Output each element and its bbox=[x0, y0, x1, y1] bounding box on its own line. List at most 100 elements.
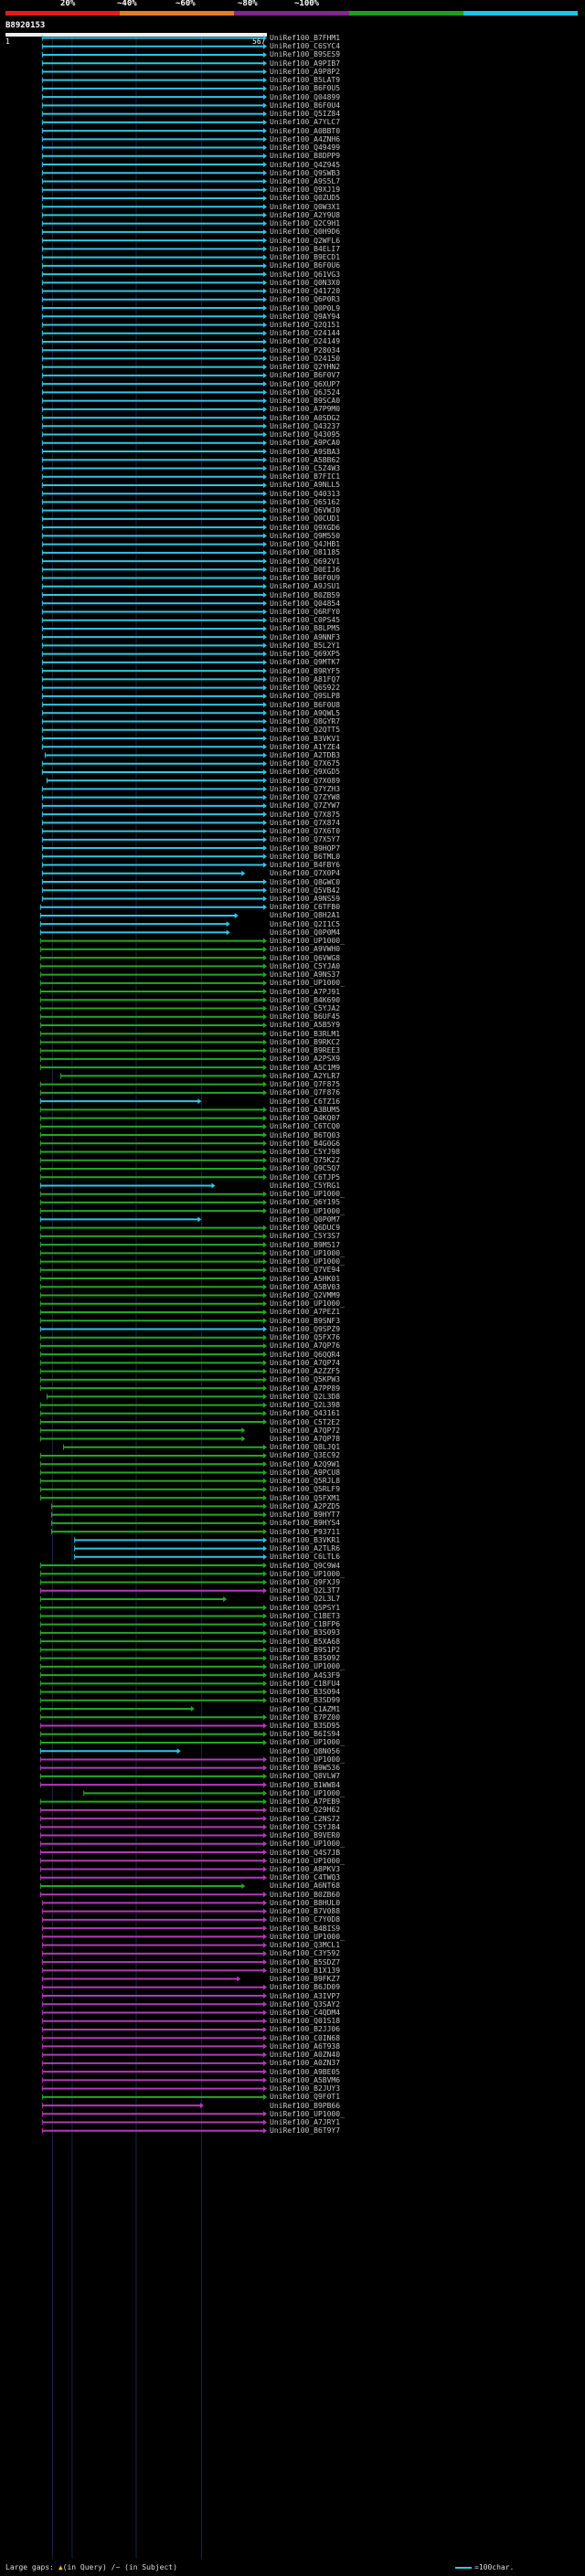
hit-label[interactable]: UniRef100_A4S3F9 bbox=[270, 1670, 341, 1680]
hit-label[interactable]: UniRef100_B3SD95 bbox=[270, 1722, 341, 1730]
hit-label[interactable]: UniRef100_B9SNF3 bbox=[270, 1316, 341, 1325]
hit-label[interactable]: UniRef100_A7QP74 bbox=[270, 1358, 341, 1367]
hit-label[interactable]: UniRef100_A9S5L7 bbox=[270, 176, 341, 186]
hit-label[interactable]: UniRef100_Q4KQ07 bbox=[270, 1114, 341, 1123]
hit-label[interactable]: UniRef100_UP1000_ bbox=[270, 1299, 345, 1309]
hit-label[interactable]: UniRef100_A2TLR6 bbox=[270, 1544, 341, 1553]
hit-label[interactable]: UniRef100_B3SD99 bbox=[270, 1696, 341, 1705]
hit-label[interactable]: UniRef100_Q6P0R3 bbox=[270, 295, 341, 304]
hit-label[interactable]: UniRef100_B9SCA0 bbox=[270, 397, 341, 406]
hit-label[interactable]: UniRef100_B9RKC2 bbox=[270, 1037, 341, 1046]
hit-label[interactable]: UniRef100_Q9AY94 bbox=[270, 312, 341, 321]
hit-label[interactable]: UniRef100_A7JRY1 bbox=[270, 2118, 341, 2127]
hit-label[interactable]: UniRef100_B9HYS4 bbox=[270, 1519, 341, 1528]
hit-label[interactable]: UniRef100_A7QP72 bbox=[270, 1426, 341, 1435]
hit-label[interactable]: UniRef100_Q8VLW7 bbox=[270, 1772, 341, 1781]
hit-label[interactable]: UniRef100_B3VKV1 bbox=[270, 734, 341, 743]
hit-label[interactable]: UniRef100_A7QP76 bbox=[270, 1341, 341, 1351]
hit-label[interactable]: UniRef100_Q6VWG8 bbox=[270, 953, 341, 962]
hit-label[interactable]: UniRef100_Q6XUP7 bbox=[270, 379, 341, 388]
hit-label[interactable]: UniRef100_B4K690 bbox=[270, 995, 341, 1004]
hit-label[interactable]: UniRef100_Q2WFL6 bbox=[270, 236, 341, 245]
hit-label[interactable]: UniRef100_C1BET3 bbox=[270, 1611, 341, 1620]
hit-label[interactable]: UniRef100_Q2C9H1 bbox=[270, 219, 341, 228]
hit-label[interactable]: UniRef100_B9RYF5 bbox=[270, 666, 341, 675]
hit-label[interactable]: UniRef100_A5HK01 bbox=[270, 1274, 341, 1283]
hit-label[interactable]: UniRef100_Q8LJQ1 bbox=[270, 1443, 341, 1452]
hit-label[interactable]: UniRef100_C4TWQ3 bbox=[270, 1873, 341, 1882]
hit-label[interactable]: UniRef100_Q7ZYW8 bbox=[270, 793, 341, 802]
hit-label[interactable]: UniRef100_Q7X675 bbox=[270, 759, 341, 769]
hit-label[interactable]: UniRef100_A9QWL5 bbox=[270, 708, 341, 717]
hit-label[interactable]: UniRef100_B5L2Y1 bbox=[270, 641, 341, 650]
hit-label[interactable]: UniRef100_Q69XP5 bbox=[270, 650, 341, 659]
hit-label[interactable]: UniRef100_A9PCU8 bbox=[270, 1468, 341, 1477]
hit-label[interactable]: UniRef100_Q9C9W4 bbox=[270, 1561, 341, 1570]
hit-label[interactable]: UniRef100_B3VKR1 bbox=[270, 1535, 341, 1544]
hit-label[interactable]: UniRef100_Q8N056 bbox=[270, 1746, 341, 1755]
hit-label[interactable]: UniRef100_Q9XJ19 bbox=[270, 186, 341, 195]
hit-label[interactable]: UniRef100_Q0ZUD5 bbox=[270, 194, 341, 203]
hit-label[interactable]: UniRef100_C6TFB0 bbox=[270, 903, 341, 912]
hit-label[interactable]: UniRef100_A6T938 bbox=[270, 2041, 341, 2051]
hit-label[interactable]: UniRef100_UP1000_ bbox=[270, 1662, 345, 1671]
hit-label[interactable]: UniRef100_UP1000_ bbox=[270, 1856, 345, 1865]
hit-label[interactable]: UniRef100_A9NLL5 bbox=[270, 481, 341, 490]
hit-label[interactable]: UniRef100_C4QDM4 bbox=[270, 2008, 341, 2017]
hit-label[interactable]: UniRef100_C5T2E2 bbox=[270, 1417, 341, 1426]
hit-label[interactable]: UniRef100_P28034 bbox=[270, 345, 341, 355]
hit-label[interactable]: UniRef100_UP1000_ bbox=[270, 2109, 345, 2118]
hit-label[interactable]: UniRef100_Q2L3L7 bbox=[270, 1595, 341, 1604]
hit-label[interactable]: UniRef100_B9REE3 bbox=[270, 1046, 341, 1055]
hit-label[interactable]: UniRef100_C1AZM1 bbox=[270, 1704, 341, 1713]
hit-label[interactable]: UniRef100_A9NS37 bbox=[270, 970, 341, 980]
hit-label[interactable]: UniRef100_A1YZE4 bbox=[270, 742, 341, 751]
hit-label[interactable]: UniRef100_Q8H2A1 bbox=[270, 911, 341, 920]
hit-label[interactable]: UniRef100_C6LTL6 bbox=[270, 1553, 341, 1562]
hit-label[interactable]: UniRef100_A5BV03 bbox=[270, 1282, 341, 1291]
hit-label[interactable]: UniRef100_Q4JHB1 bbox=[270, 540, 341, 549]
hit-label[interactable]: UniRef100_Q0P0M7 bbox=[270, 1214, 341, 1224]
hit-label[interactable]: UniRef100_B5LAT9 bbox=[270, 76, 341, 85]
hit-label[interactable]: UniRef100_A2ZZF5 bbox=[270, 1367, 341, 1376]
hit-label[interactable]: UniRef100_A9VWH0 bbox=[270, 945, 341, 954]
hit-label[interactable]: UniRef100_A6NT68 bbox=[270, 1882, 341, 1891]
hit-label[interactable]: UniRef100_Q6VWJ0 bbox=[270, 506, 341, 515]
hit-label[interactable]: UniRef100_C5Z4W3 bbox=[270, 463, 341, 472]
hit-label[interactable]: UniRef100_B1X139 bbox=[270, 1966, 341, 1975]
hit-label[interactable]: UniRef100_B6TQ03 bbox=[270, 1130, 341, 1140]
hit-label[interactable]: UniRef100_Q9SWB3 bbox=[270, 168, 341, 177]
hit-label[interactable]: UniRef100_UP1000_ bbox=[270, 1257, 345, 1267]
hit-label[interactable]: UniRef100_B4G0G6 bbox=[270, 1139, 341, 1148]
hit-label[interactable]: UniRef100_B8HUL0 bbox=[270, 1898, 341, 1907]
hit-label[interactable]: UniRef100_UP1000_ bbox=[270, 1839, 345, 1849]
hit-label[interactable]: UniRef100_A2TDB3 bbox=[270, 750, 341, 759]
hit-label[interactable]: UniRef100_Q04899 bbox=[270, 92, 341, 101]
hit-label[interactable]: UniRef100_Q5PSY1 bbox=[270, 1603, 341, 1612]
hit-label[interactable]: UniRef100_C6TZ16 bbox=[270, 1097, 341, 1106]
hit-label[interactable]: UniRef100_Q49499 bbox=[270, 143, 341, 153]
hit-label[interactable]: UniRef100_Q9M550 bbox=[270, 531, 341, 540]
hit-label[interactable]: UniRef100_B9M517 bbox=[270, 1240, 341, 1249]
hit-label[interactable]: UniRef100_Q6QQR4 bbox=[270, 1350, 341, 1359]
hit-label[interactable]: UniRef100_B7FIC1 bbox=[270, 472, 341, 482]
hit-label[interactable]: UniRef100_UP1000_ bbox=[270, 979, 345, 988]
hit-label[interactable]: UniRef100_B9VER0 bbox=[270, 1831, 341, 1840]
hit-label[interactable]: UniRef100_A7QP78 bbox=[270, 1435, 341, 1443]
hit-label[interactable]: UniRef100_Q40313 bbox=[270, 489, 341, 498]
hit-label[interactable]: UniRef100_O24144 bbox=[270, 329, 341, 338]
hit-label[interactable]: UniRef100_UP1000_ bbox=[270, 1190, 345, 1199]
hit-label[interactable]: UniRef100_B9ECD1 bbox=[270, 253, 341, 262]
hit-label[interactable]: UniRef100_B9PB66 bbox=[270, 2101, 341, 2110]
hit-label[interactable]: UniRef100_A0SDG2 bbox=[270, 413, 341, 422]
hit-label[interactable]: UniRef100_Q2VMM9 bbox=[270, 1291, 341, 1299]
hit-label[interactable]: UniRef100_O24150 bbox=[270, 354, 341, 363]
hit-label[interactable]: UniRef100_A5C1M9 bbox=[270, 1063, 341, 1072]
hit-label[interactable]: UniRef100_C5Y3S7 bbox=[270, 1232, 341, 1241]
hit-label[interactable]: UniRef100_A2YLR7 bbox=[270, 1071, 341, 1080]
hit-label[interactable]: UniRef100_UP1000_ bbox=[270, 1738, 345, 1747]
hit-label[interactable]: UniRef100_Q6J524 bbox=[270, 387, 341, 397]
hit-label[interactable]: UniRef100_Q75K22 bbox=[270, 1156, 341, 1165]
hit-label[interactable]: UniRef100_Q7X5Y7 bbox=[270, 835, 341, 844]
hit-label[interactable]: UniRef100_B2JUY3 bbox=[270, 2084, 341, 2094]
